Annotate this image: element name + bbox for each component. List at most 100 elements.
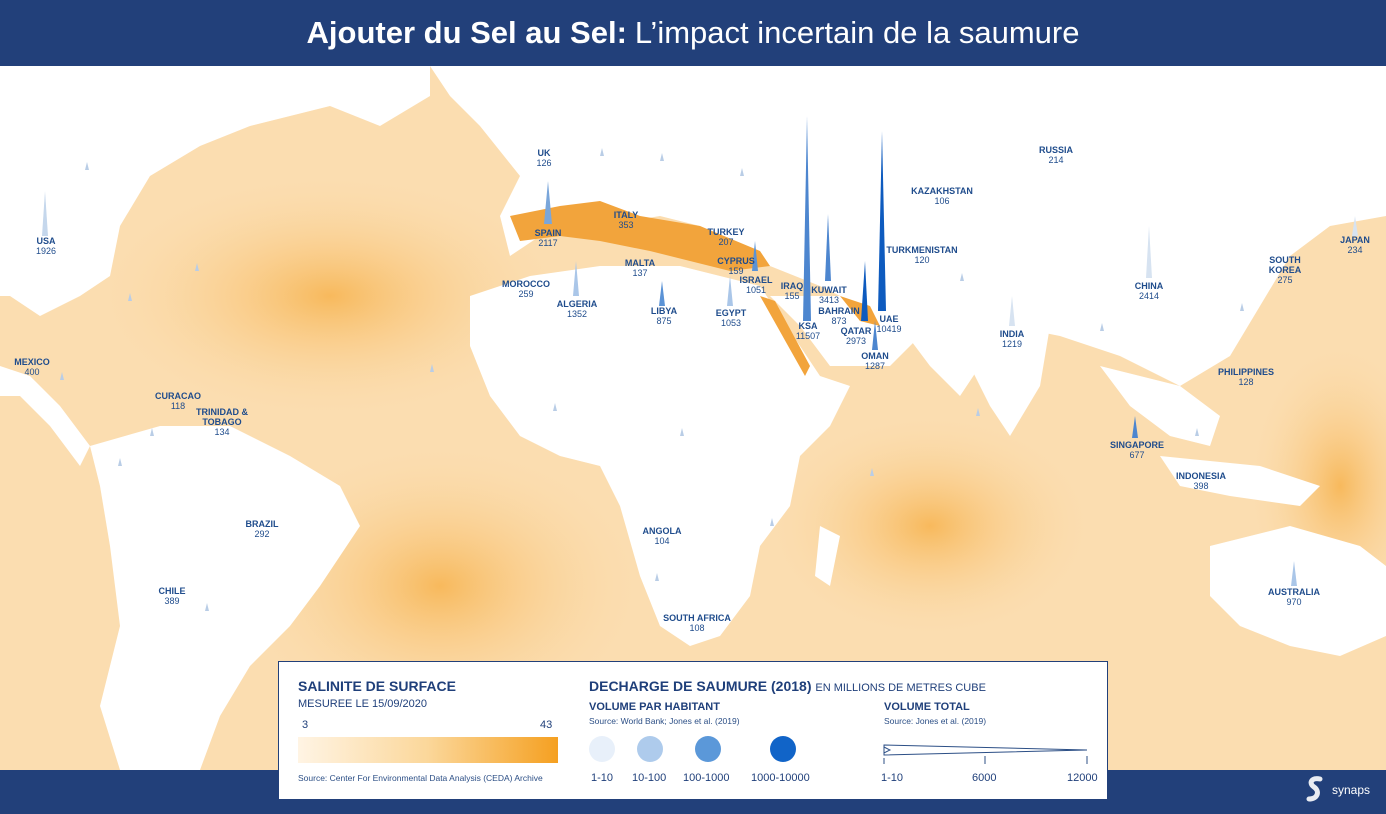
spike-libya bbox=[659, 281, 665, 306]
site-marker bbox=[1240, 303, 1244, 311]
country-label-israel: ISRAEL 1051 bbox=[739, 275, 773, 295]
atlantic-north-salty bbox=[100, 176, 560, 416]
class-label-1: 1-10 bbox=[591, 772, 614, 784]
circle-1-10 bbox=[589, 736, 615, 762]
country-label-usa: USA 1926 bbox=[35, 236, 57, 256]
class-label-2: 10-100 bbox=[632, 772, 667, 784]
salinity-date: MESUREE LE 15/09/2020 bbox=[298, 698, 428, 710]
legend-panel: SALINITE DE SURFACE MESUREE LE 15/09/202… bbox=[278, 661, 1108, 800]
central-america bbox=[0, 366, 90, 466]
site-marker bbox=[740, 168, 744, 176]
site-marker bbox=[205, 603, 209, 611]
australia bbox=[1210, 526, 1386, 656]
site-marker bbox=[1195, 428, 1199, 436]
spike-egypt bbox=[727, 276, 733, 306]
spike-china bbox=[1146, 226, 1152, 278]
country-label-indonesia: INDONESIA 398 bbox=[1175, 471, 1227, 491]
salinity-map bbox=[0, 66, 1386, 770]
spike-usa bbox=[42, 191, 48, 236]
spike-uae bbox=[878, 131, 886, 311]
circle-10-100 bbox=[637, 736, 663, 762]
north-america bbox=[0, 66, 430, 316]
country-label-china: CHINA 2414 bbox=[1134, 281, 1164, 301]
title-bold: Ajouter du Sel au Sel: bbox=[306, 15, 627, 50]
country-label-south-korea: SOUTH KOREA 275 bbox=[1268, 255, 1302, 285]
country-label-curacao: CURACAO 118 bbox=[155, 391, 201, 411]
spike-australia bbox=[1291, 561, 1297, 586]
country-label-singapore: SINGAPORE 677 bbox=[1109, 440, 1165, 460]
spike-ksa bbox=[803, 116, 811, 321]
site-marker bbox=[60, 372, 64, 380]
country-label-kuwait: KUWAIT 3413 bbox=[811, 285, 847, 305]
country-label-kazakhstan: KAZAKHSTAN 106 bbox=[911, 186, 973, 206]
india bbox=[960, 326, 1050, 436]
country-label-italy: ITALY 353 bbox=[613, 210, 639, 230]
country-label-uae: UAE 10419 bbox=[876, 314, 902, 334]
site-marker bbox=[128, 293, 132, 301]
circle-100-1000 bbox=[695, 736, 721, 762]
indonesia bbox=[1160, 456, 1320, 506]
site-marker bbox=[976, 408, 980, 416]
brine-title: DECHARGE DE SAUMURE (2018) EN MILLIONS D… bbox=[589, 678, 986, 694]
country-label-oman: OMAN 1287 bbox=[861, 351, 889, 371]
volume-spikes bbox=[42, 116, 1358, 586]
country-label-iraq: IRAQ 155 bbox=[780, 281, 804, 301]
brand: synaps bbox=[1304, 775, 1370, 805]
country-label-spain: SPAIN 2117 bbox=[534, 228, 562, 248]
country-label-turkmenistan: TURKMENISTAN 120 bbox=[886, 245, 958, 265]
synaps-logo-icon bbox=[1306, 776, 1323, 802]
country-label-algeria: ALGERIA 1352 bbox=[556, 299, 598, 319]
southeast-asia bbox=[1100, 366, 1220, 446]
spike-singapore bbox=[1132, 416, 1138, 438]
per-capita-source: Source: World Bank; Jones et al. (2019) bbox=[589, 716, 740, 726]
country-label-uk: UK 126 bbox=[536, 148, 552, 168]
country-label-bahrain: BAHRAIN 873 bbox=[818, 306, 860, 326]
indian-salty bbox=[770, 416, 1090, 636]
class-label-3: 100-1000 bbox=[683, 772, 730, 784]
country-label-chile: CHILE 389 bbox=[158, 586, 186, 606]
spike-spain bbox=[544, 181, 552, 224]
spike-algeria bbox=[573, 261, 579, 296]
title-rest: L’impact incertain de la saumure bbox=[634, 15, 1080, 50]
site-marker bbox=[660, 153, 664, 161]
page-header: Ajouter du Sel au Sel: L’impact incertai… bbox=[0, 0, 1386, 66]
country-label-south-africa: SOUTH AFRICA 108 bbox=[663, 613, 731, 633]
red-sea bbox=[760, 296, 810, 376]
site-markers bbox=[60, 148, 1244, 611]
salinity-title: SALINITE DE SURFACE bbox=[298, 678, 456, 694]
country-label-australia: AUSTRALIA 970 bbox=[1268, 587, 1320, 607]
country-label-angola: ANGOLA 104 bbox=[642, 526, 682, 546]
salinity-min: 3 bbox=[302, 719, 309, 731]
total-source: Source: Jones et al. (2019) bbox=[884, 716, 987, 726]
country-label-cyprus: CYPRUS 159 bbox=[717, 256, 755, 276]
volume-scale bbox=[883, 744, 1088, 764]
salinity-max: 43 bbox=[540, 719, 553, 731]
site-marker bbox=[960, 273, 964, 281]
spike-japan bbox=[1352, 216, 1358, 236]
country-label-philippines: PHILIPPINES 128 bbox=[1217, 367, 1275, 387]
site-marker bbox=[85, 162, 89, 170]
volume-scale-start bbox=[883, 746, 892, 754]
country-label-malta: MALTA 137 bbox=[624, 258, 656, 278]
country-label-japan: JAPAN 234 bbox=[1340, 235, 1370, 255]
circle-1000-10000 bbox=[770, 736, 796, 762]
site-marker bbox=[150, 428, 154, 436]
greenland-europe-asia bbox=[430, 66, 1386, 396]
total-title: VOLUME TOTAL bbox=[884, 701, 970, 713]
class-label-4: 1000-10000 bbox=[751, 772, 810, 784]
brand-name: synaps bbox=[1331, 783, 1370, 797]
site-marker bbox=[195, 263, 199, 271]
country-label-ksa: KSA 11507 bbox=[795, 321, 821, 341]
total-tick-1: 1-10 bbox=[881, 772, 904, 784]
site-marker bbox=[1100, 323, 1104, 331]
country-label-mexico: MEXICO 400 bbox=[14, 357, 50, 377]
salinity-gradient bbox=[298, 737, 558, 763]
site-marker bbox=[870, 468, 874, 476]
country-label-libya: LIBYA 875 bbox=[650, 306, 678, 326]
total-tick-2: 6000 bbox=[972, 772, 997, 784]
spike-kuwait bbox=[825, 214, 831, 281]
madagascar bbox=[815, 526, 840, 586]
country-label-india: INDIA 1219 bbox=[999, 329, 1025, 349]
site-marker bbox=[118, 458, 122, 466]
spike-qatar bbox=[861, 261, 868, 321]
